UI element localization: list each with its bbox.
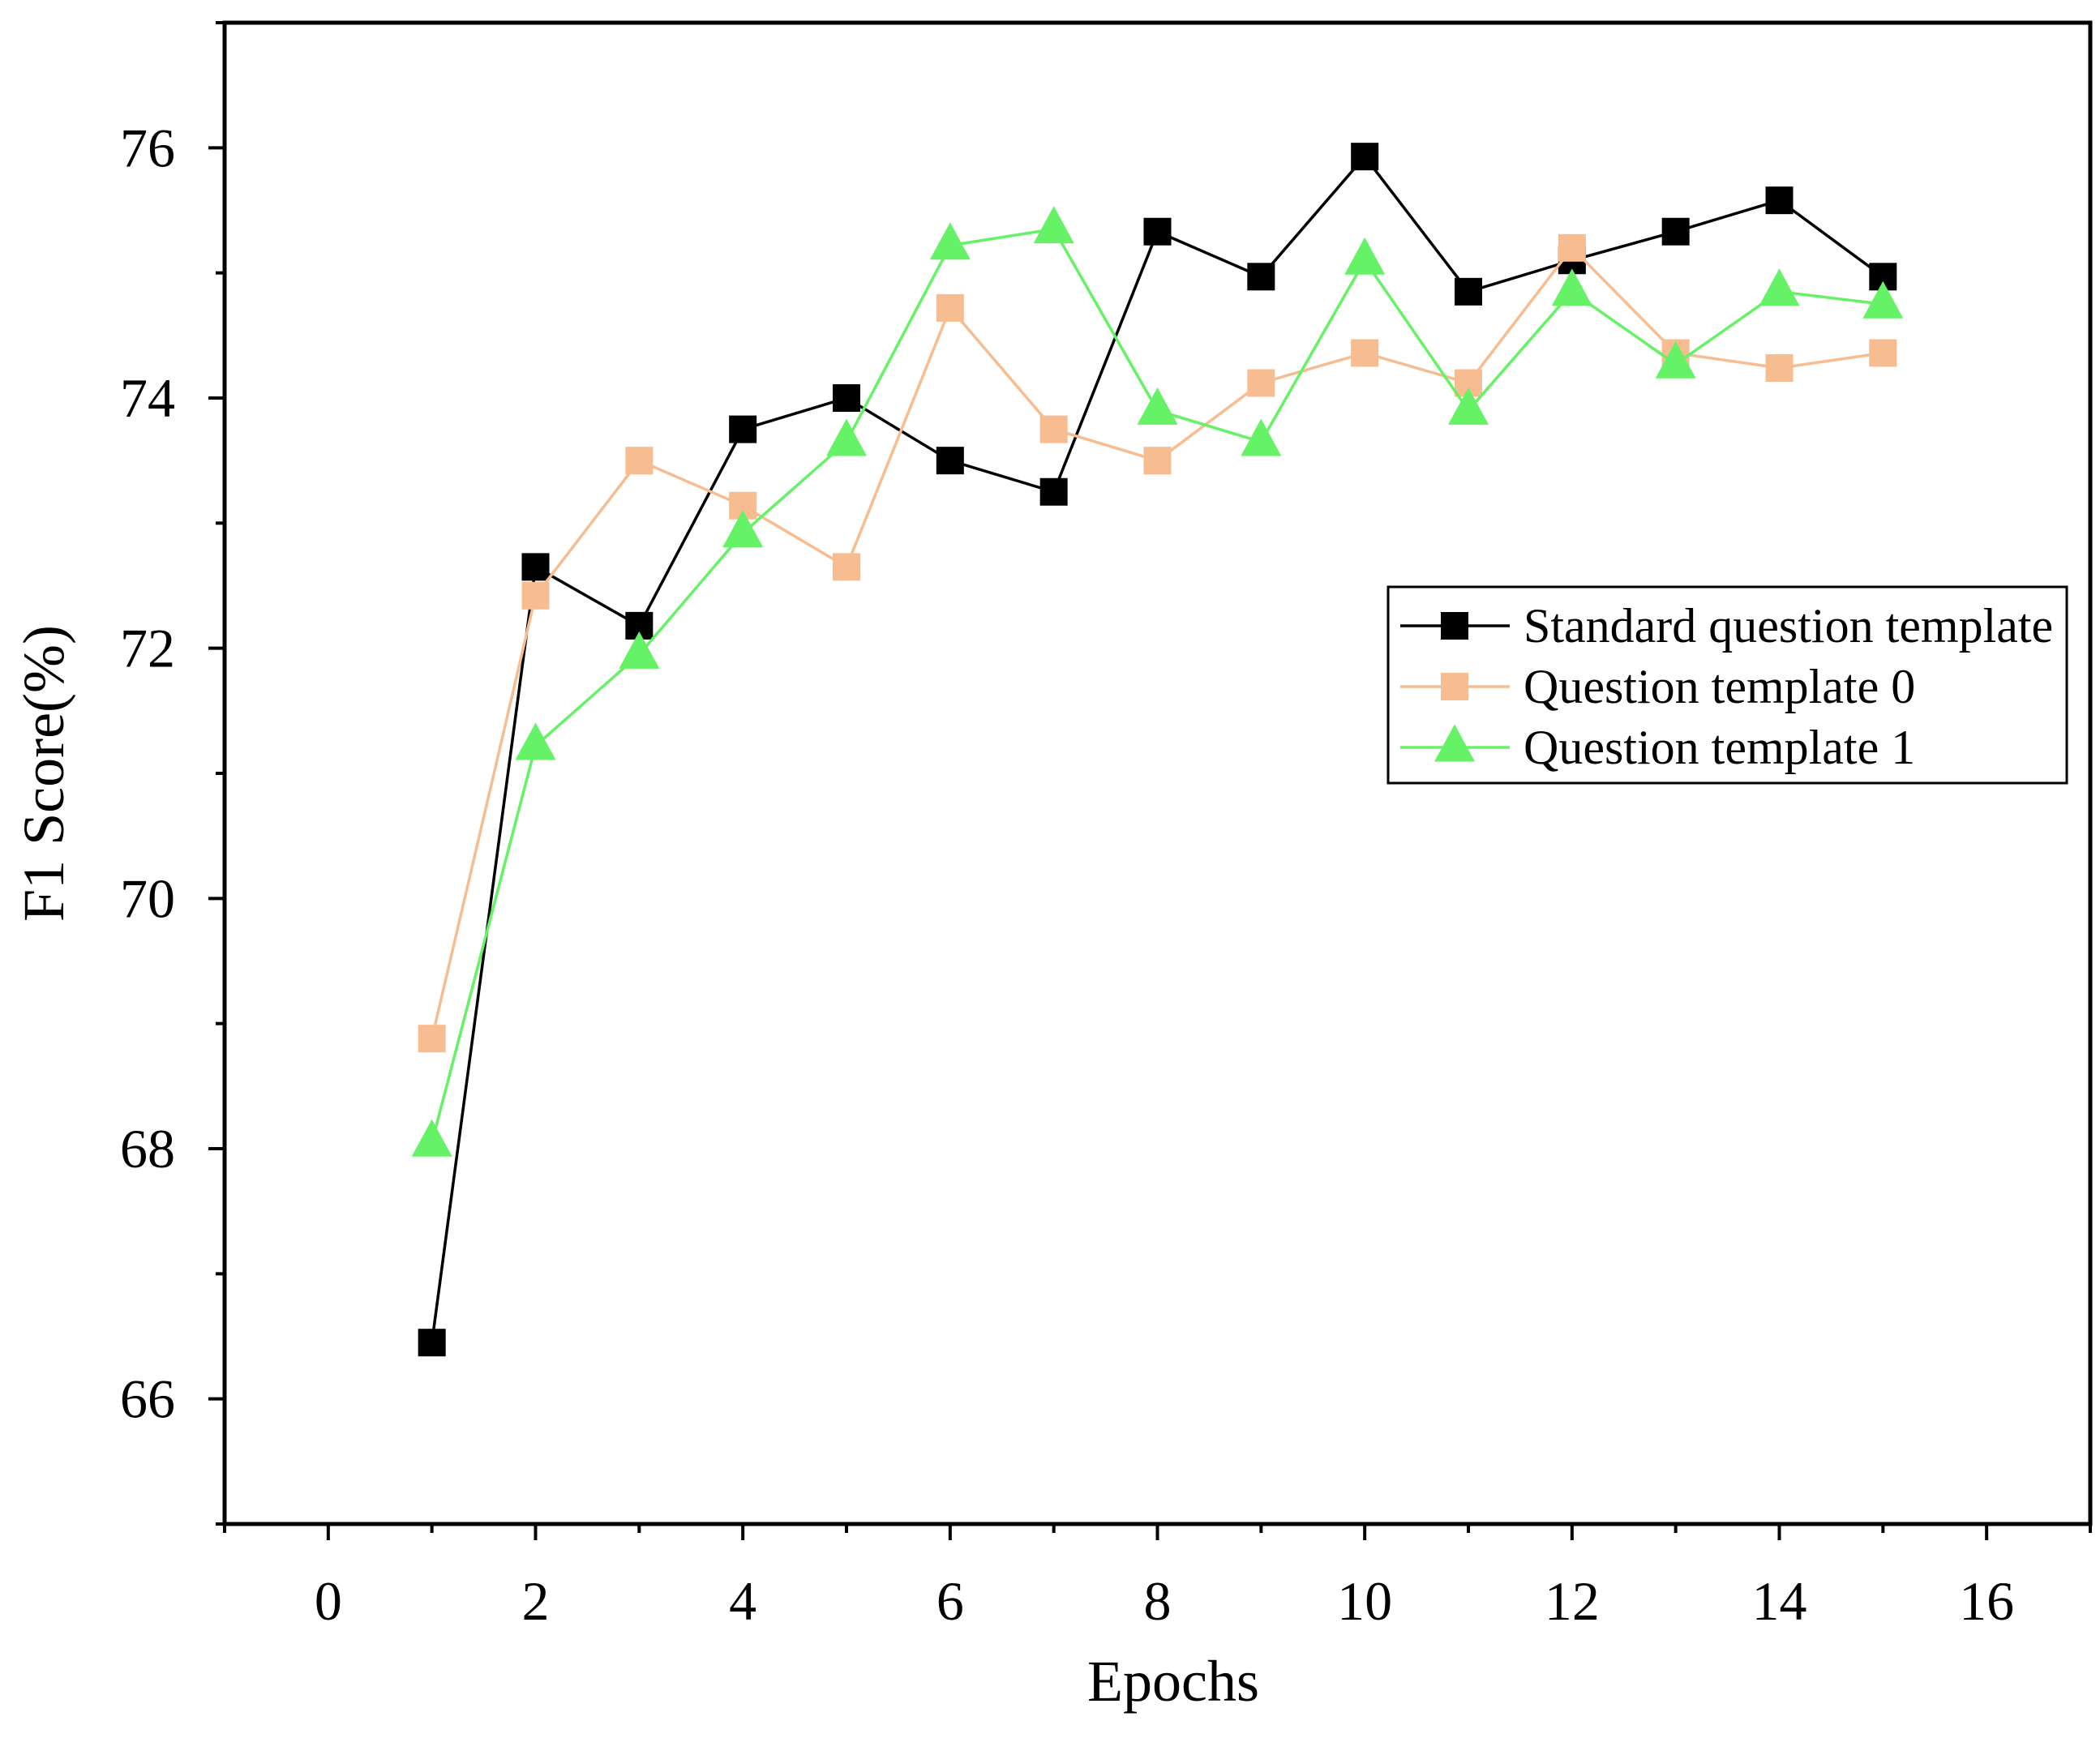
data-point-question-template-0-epoch-9	[1247, 369, 1275, 397]
data-point-standard-question-template-epoch-6	[936, 447, 964, 475]
x-tick-label-6: 6	[936, 1570, 964, 1632]
data-point-question-template-0-epoch-3	[625, 447, 654, 475]
data-point-question-template-1-epoch-14	[1759, 268, 1800, 306]
data-point-standard-question-template-epoch-2	[521, 553, 550, 581]
data-point-question-template-1-epoch-10	[1344, 237, 1386, 275]
data-point-question-template-0-epoch-5	[833, 553, 860, 581]
data-point-standard-question-template-epoch-9	[1247, 263, 1275, 291]
data-point-question-template-1-epoch-7	[1033, 206, 1074, 244]
data-point-question-template-1-epoch-8	[1137, 387, 1178, 425]
data-point-question-template-1-epoch-2	[515, 722, 556, 760]
data-point-question-template-0-epoch-8	[1143, 447, 1172, 475]
data-point-question-template-0-epoch-2	[521, 581, 550, 610]
data-point-question-template-1-epoch-3	[619, 631, 660, 669]
y-tick-label-76: 76	[120, 117, 175, 178]
x-axis: 0 2 4 6 8 10 12 14 16	[223, 1524, 2092, 1632]
data-point-question-template-0-epoch-12	[1558, 233, 1586, 262]
y-tick-label-70: 70	[120, 867, 175, 929]
legend-item-question-template-1: Question template 1	[1400, 721, 1915, 774]
x-tick-label-10: 10	[1337, 1570, 1392, 1632]
y-axis: 66 68 70 72 74 76	[120, 21, 225, 1526]
legend-marker-question-template-0	[1441, 673, 1468, 700]
x-tick-label-0: 0	[315, 1570, 342, 1632]
x-tick-label-4: 4	[729, 1570, 756, 1632]
data-point-question-template-1-epoch-6	[929, 222, 971, 260]
data-point-question-template-1-epoch-5	[826, 418, 867, 456]
data-point-question-template-0-epoch-7	[1039, 415, 1068, 443]
data-point-question-template-0-epoch-6	[936, 293, 964, 322]
data-point-standard-question-template-epoch-11	[1455, 277, 1482, 306]
y-tick-label-74: 74	[120, 367, 175, 429]
data-point-standard-question-template-epoch-10	[1351, 143, 1379, 171]
legend-label-standard-question-template: Standard question template	[1524, 599, 2053, 653]
y-tick-label-72: 72	[120, 618, 175, 679]
y-axis-title: F1 Score(%)	[11, 625, 76, 922]
x-tick-label-16: 16	[1959, 1570, 2014, 1632]
data-point-question-template-1-epoch-11	[1448, 387, 1489, 425]
y-tick-label-68: 68	[120, 1118, 175, 1179]
data-point-standard-question-template-epoch-4	[729, 415, 757, 443]
data-point-question-template-1-epoch-12	[1551, 268, 1592, 306]
data-point-standard-question-template-epoch-1	[418, 1329, 446, 1357]
data-point-standard-question-template-epoch-7	[1039, 477, 1068, 506]
data-point-standard-question-template-epoch-5	[833, 384, 860, 412]
x-tick-label-14: 14	[1752, 1570, 1807, 1632]
data-point-question-template-0-epoch-15	[1869, 339, 1897, 367]
legend: Standard question template Question templ…	[1386, 585, 2068, 785]
legend-label-question-template-0: Question template 0	[1524, 660, 1915, 713]
x-tick-label-2: 2	[522, 1570, 550, 1632]
data-point-question-template-1-epoch-9	[1241, 418, 1282, 456]
series-question-template-1	[411, 206, 1904, 1157]
data-point-standard-question-template-epoch-13	[1661, 217, 1690, 246]
data-point-standard-question-template-epoch-8	[1143, 217, 1172, 246]
data-point-question-template-1-epoch-13	[1655, 340, 1696, 379]
x-tick-label-8: 8	[1144, 1570, 1172, 1632]
data-point-standard-question-template-epoch-14	[1765, 186, 1794, 215]
legend-marker-question-template-1	[1434, 724, 1475, 762]
legend-box	[1386, 585, 2068, 785]
data-point-question-template-1-epoch-1	[411, 1119, 452, 1157]
legend-item-standard-question-template: Standard question template	[1400, 599, 2053, 653]
data-point-question-template-0-epoch-10	[1351, 339, 1379, 367]
data-point-question-template-0-epoch-14	[1765, 353, 1794, 382]
data-point-question-template-1-epoch-4	[722, 510, 764, 548]
data-point-question-template-1-epoch-15	[1862, 280, 1904, 319]
x-axis-title: Epochs	[1087, 1649, 1259, 1714]
legend-item-question-template-0: Question template 0	[1400, 660, 1915, 713]
x-tick-label-12: 12	[1545, 1570, 1600, 1632]
y-tick-label-66: 66	[120, 1368, 175, 1430]
series-standard-question-template	[418, 143, 1897, 1357]
legend-marker-standard-question-template	[1441, 612, 1468, 640]
data-point-question-template-0-epoch-1	[418, 1025, 446, 1053]
legend-label-question-template-1: Question template 1	[1524, 721, 1915, 774]
series-layer	[411, 143, 1904, 1357]
